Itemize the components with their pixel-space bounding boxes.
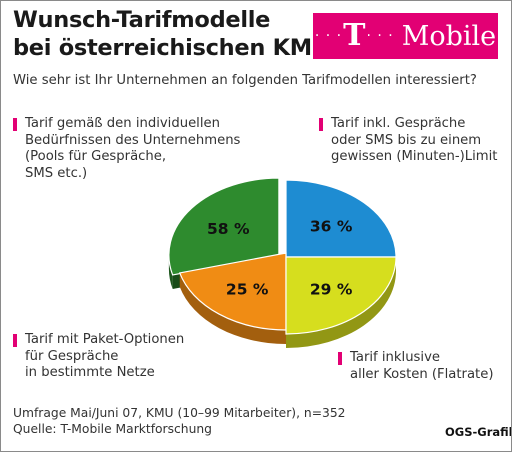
page-title-line-1: Wunsch-Tarifmodelle <box>13 7 271 33</box>
label-marker <box>319 118 323 131</box>
slice-value-label: 25 % <box>226 280 269 298</box>
slice-value-label: 36 % <box>310 217 353 235</box>
chart-subtitle: Wie sehr ist Ihr Unternehmen an folgende… <box>13 73 477 88</box>
footnote-survey: Umfrage Mai/Juni 07, KMU (10–99 Mitarbei… <box>13 406 346 420</box>
logo-t-mark: T <box>343 18 366 53</box>
slice-label-text: Tarif gemäß den individuellen Bedürfniss… <box>25 116 241 181</box>
slice-value-label: 29 % <box>310 281 353 299</box>
label-marker <box>13 334 17 347</box>
slice-label-limit-tariff: Tarif inkl. Gespräche oder SMS bis zu ei… <box>319 116 511 166</box>
slice-label-text: Tarif inkl. Gespräche oder SMS bis zu ei… <box>331 116 498 164</box>
footnote: Umfrage Mai/Juni 07, KMU (10–99 Mitarbei… <box>13 405 345 437</box>
logo-dots-left: · · · <box>314 28 343 44</box>
label-marker <box>13 118 17 131</box>
slice-label-text: Tarif inklusive aller Kosten (Flatrate) <box>350 350 494 382</box>
slice-label-flatrate-tariff: Tarif inklusive aller Kosten (Flatrate) <box>338 350 508 383</box>
slice-value-label: 58 % <box>207 220 250 238</box>
pie-slice-25 <box>178 252 287 331</box>
graphic-credit: OGS-Grafik <box>445 425 512 439</box>
slice-label-package-tariff: Tarif mit Paket-Optionen für Gespräche i… <box>13 332 263 382</box>
pie-slice-29-side <box>286 257 396 348</box>
footnote-source: Quelle: T-Mobile Marktforschung <box>13 422 212 436</box>
page-title-line-2: bei österreichischen KMU <box>13 35 330 61</box>
slice-label-text: Tarif mit Paket-Optionen für Gespräche i… <box>25 332 185 380</box>
slice-label-individual-tariff: Tarif gemäß den individuellen Bedürfniss… <box>13 116 263 182</box>
pie-slice-29 <box>285 256 397 335</box>
pie-slice-58 <box>168 177 280 276</box>
t-mobile-logo: · · · T · · · Mobile <box>313 13 498 59</box>
pie-slice-25-side <box>179 272 286 344</box>
pie-slice-58-side <box>168 255 173 289</box>
label-marker <box>338 352 342 365</box>
logo-dots-right: · · · <box>366 28 394 44</box>
logo-wordmark: Mobile <box>401 20 497 52</box>
pie-slice-36 <box>285 179 397 258</box>
